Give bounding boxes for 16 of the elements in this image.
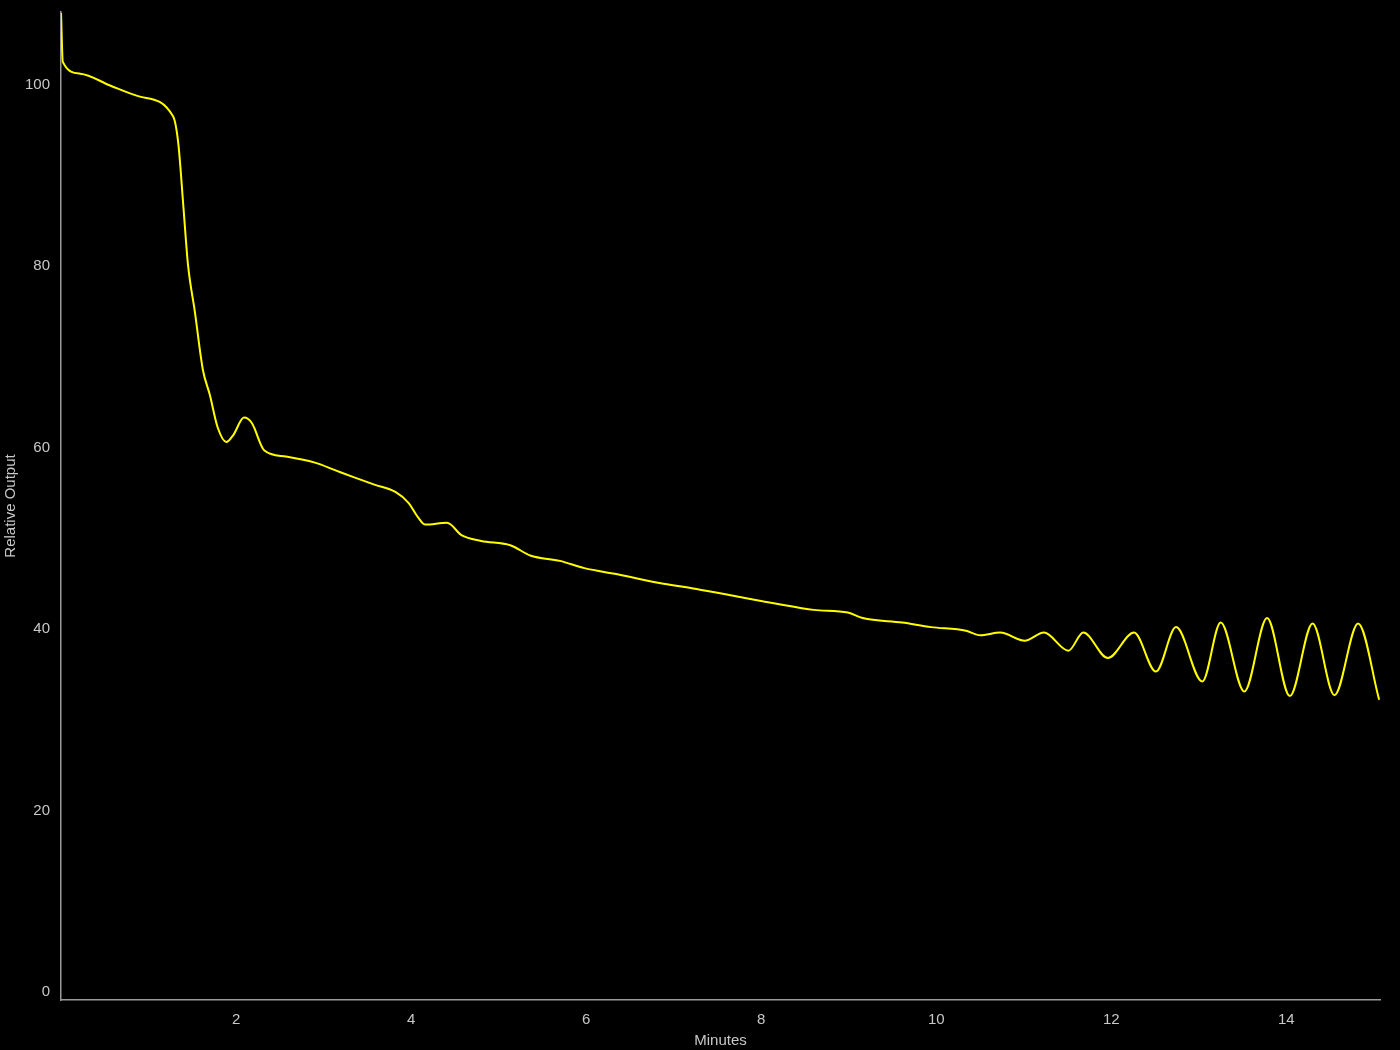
- y-tick-label: 0: [41, 981, 51, 999]
- line-series: [61, 12, 1380, 701]
- x-tick-label: 14: [1278, 1010, 1295, 1028]
- x-tick-label: 12: [1102, 1010, 1120, 1028]
- y-tick-label: 40: [33, 619, 51, 637]
- x-axis-title: Minutes: [694, 1031, 747, 1049]
- x-tick-label: 8: [757, 1010, 766, 1028]
- y-tick-label: 80: [33, 256, 51, 274]
- y-tick-label: 20: [33, 800, 51, 818]
- x-tick-label: 10: [927, 1010, 945, 1028]
- x-tick-label: 2: [231, 1010, 241, 1028]
- y-tick-label: 60: [33, 437, 51, 455]
- y-tick-label: 100: [25, 74, 51, 92]
- x-tick-label: 4: [406, 1010, 416, 1028]
- y-axis-title: Relative Output: [1, 453, 19, 558]
- x-tick-label: 6: [581, 1010, 591, 1028]
